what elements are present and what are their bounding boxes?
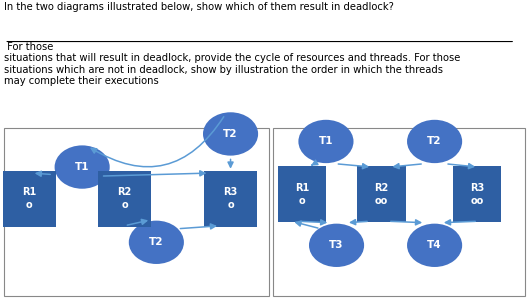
Text: T1: T1 <box>75 162 90 172</box>
FancyBboxPatch shape <box>98 171 151 226</box>
Ellipse shape <box>203 112 258 156</box>
Ellipse shape <box>55 145 110 189</box>
Ellipse shape <box>298 120 354 163</box>
Text: R2
o: R2 o <box>118 187 131 210</box>
Text: T1: T1 <box>319 136 333 147</box>
Text: R1
o: R1 o <box>295 182 309 206</box>
Text: R1
o: R1 o <box>22 187 36 210</box>
FancyBboxPatch shape <box>278 166 326 222</box>
Text: R2
oo: R2 oo <box>375 182 388 206</box>
Text: T2: T2 <box>149 237 164 247</box>
Text: T4: T4 <box>427 240 442 250</box>
FancyBboxPatch shape <box>453 166 501 222</box>
Text: For those
situations that will result in deadlock, provide the cycle of resource: For those situations that will result in… <box>4 42 461 86</box>
Ellipse shape <box>407 224 462 267</box>
FancyBboxPatch shape <box>4 128 269 296</box>
FancyBboxPatch shape <box>357 166 406 222</box>
Text: T2: T2 <box>223 129 238 139</box>
Text: In the two diagrams illustrated below, show which of them result in deadlock?: In the two diagrams illustrated below, s… <box>4 2 394 11</box>
Text: T2: T2 <box>427 136 442 147</box>
Text: T3: T3 <box>329 240 344 250</box>
FancyBboxPatch shape <box>273 128 525 296</box>
Ellipse shape <box>309 224 364 267</box>
Text: R3
oo: R3 oo <box>470 182 484 206</box>
FancyBboxPatch shape <box>3 171 56 226</box>
Text: R3
o: R3 o <box>224 187 237 210</box>
Ellipse shape <box>407 120 462 163</box>
FancyBboxPatch shape <box>204 171 257 226</box>
Ellipse shape <box>129 221 184 264</box>
